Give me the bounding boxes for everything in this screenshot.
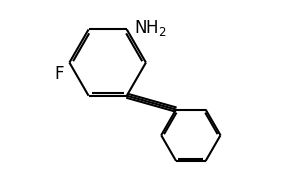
Text: NH$_2$: NH$_2$ [134, 17, 167, 38]
Text: F: F [54, 65, 64, 83]
